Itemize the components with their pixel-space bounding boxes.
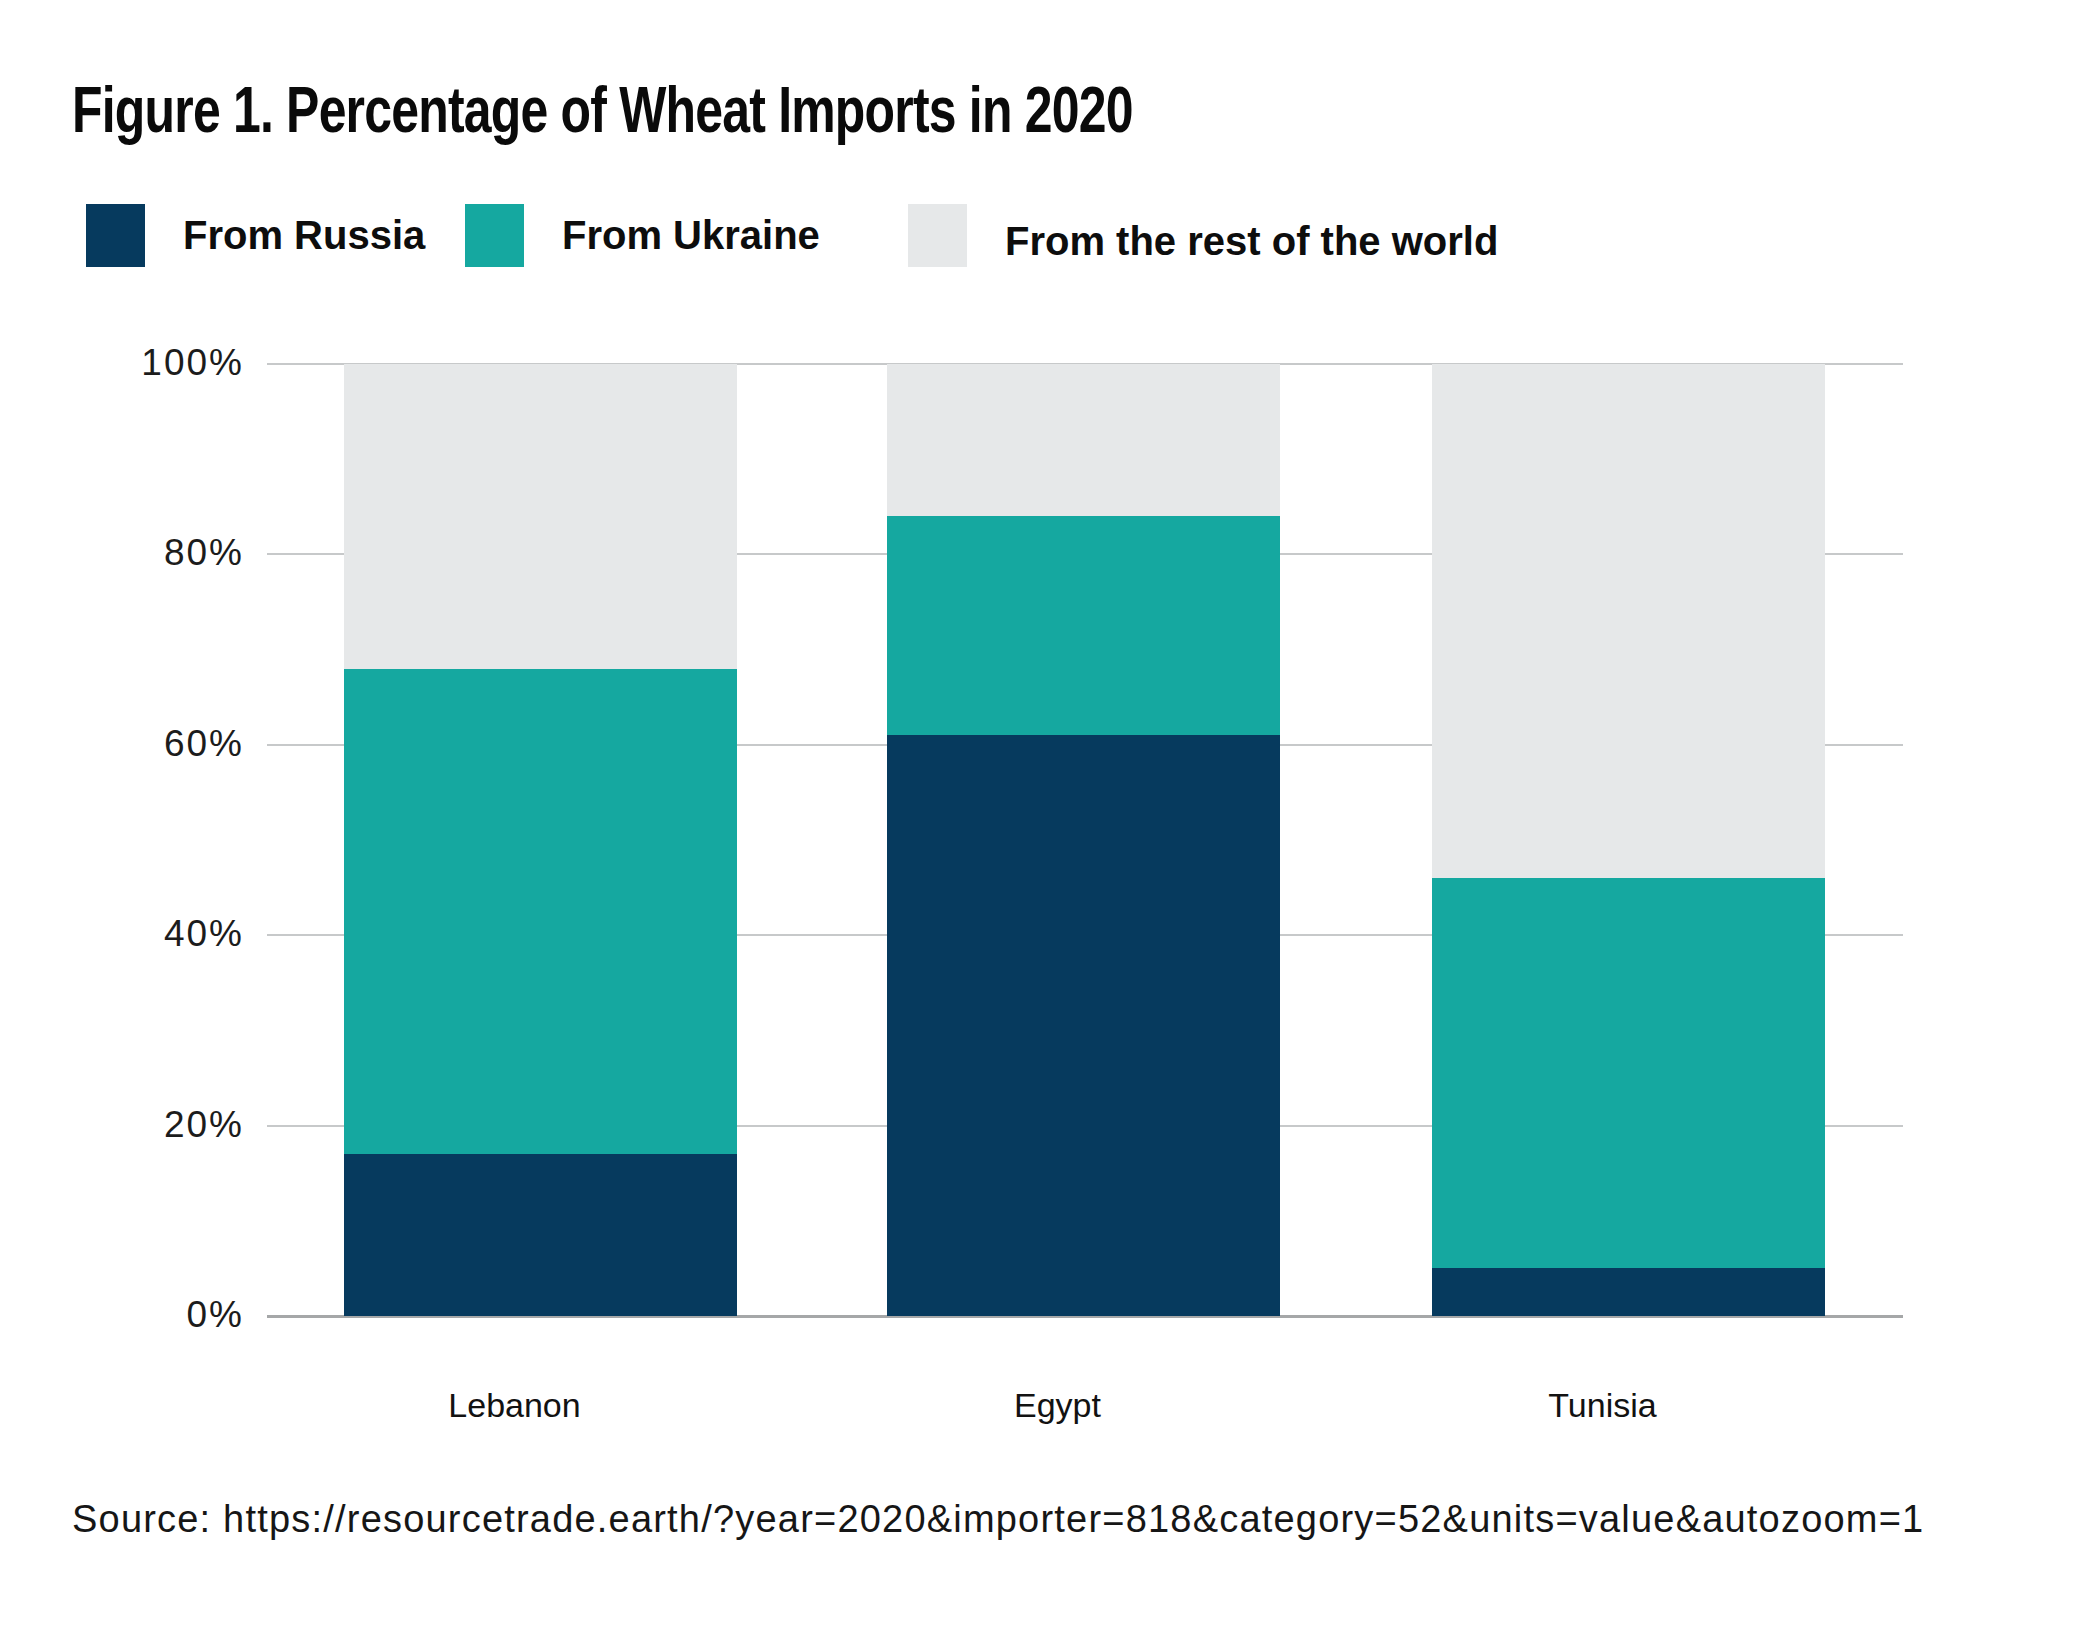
y-tick-label-100: 100% [4, 342, 244, 384]
bar-segment-egypt-russia [887, 735, 1280, 1316]
bar-segment-egypt-rest [887, 364, 1280, 516]
legend-item-russia: From Russia [86, 204, 425, 267]
bar-segment-egypt-ukraine [887, 516, 1280, 735]
bar-segment-lebanon-russia [344, 1154, 737, 1316]
x-category-label-egypt: Egypt [858, 1386, 1258, 1425]
y-tick-label-0: 0% [4, 1294, 244, 1336]
x-category-label-tunisia: Tunisia [1403, 1386, 1803, 1425]
bar-egypt [887, 364, 1280, 1316]
legend-label-ukraine: From Ukraine [562, 213, 820, 258]
figure: Figure 1. Percentage of Wheat Imports in… [0, 0, 2084, 1629]
legend-swatch-ukraine [465, 204, 524, 267]
bar-segment-lebanon-ukraine [344, 669, 737, 1155]
legend: From Russia From Ukraine From the rest o… [0, 204, 2084, 267]
bar-segment-lebanon-rest [344, 364, 737, 669]
bar-segment-tunisia-ukraine [1432, 878, 1825, 1268]
legend-label-russia: From Russia [183, 213, 425, 258]
figure-title: Figure 1. Percentage of Wheat Imports in… [72, 73, 1133, 147]
legend-item-rest-of-world: From the rest of the world [908, 204, 1498, 267]
y-tick-label-80: 80% [4, 532, 244, 574]
bar-lebanon [344, 364, 737, 1316]
bar-tunisia [1432, 364, 1825, 1316]
y-tick-label-60: 60% [4, 723, 244, 765]
legend-label-rest-of-world: From the rest of the world [1005, 219, 1498, 264]
source-note: Source: https://resourcetrade.earth/?yea… [72, 1498, 1924, 1541]
bar-segment-tunisia-rest [1432, 364, 1825, 878]
legend-swatch-rest-of-world [908, 204, 967, 267]
plot-area [267, 364, 1903, 1316]
y-tick-label-40: 40% [4, 913, 244, 955]
x-category-label-lebanon: Lebanon [315, 1386, 715, 1425]
legend-item-ukraine: From Ukraine [465, 204, 820, 267]
bar-segment-tunisia-russia [1432, 1268, 1825, 1316]
legend-swatch-russia [86, 204, 145, 267]
y-tick-label-20: 20% [4, 1104, 244, 1146]
